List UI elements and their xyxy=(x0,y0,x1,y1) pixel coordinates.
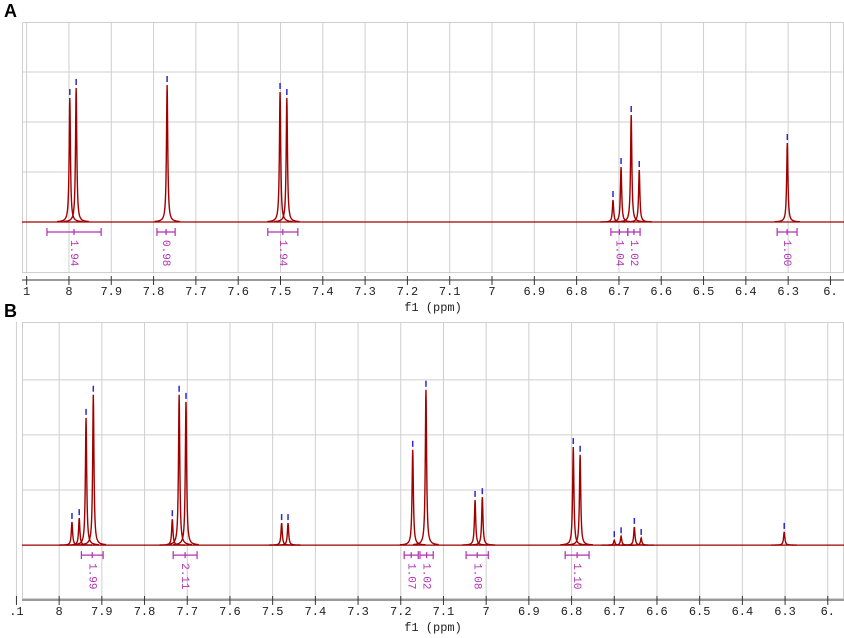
integral-label: 1.10 xyxy=(570,563,582,589)
x-tick-label: 7.8 xyxy=(134,605,156,619)
peak xyxy=(173,401,199,546)
x-tick-label: 7.1 xyxy=(439,285,461,299)
integral-bracket xyxy=(172,551,198,560)
x-tick-label: 6.8 xyxy=(561,605,583,619)
panel-label: B xyxy=(4,301,17,321)
x-tick-label: 7.1 xyxy=(433,605,455,619)
x-tick-label: 6.7 xyxy=(608,285,630,299)
panel: B .1 8 7.9 7.8 7.7 7.6 7.5 7.4 7.3 7.2 7.1 7 6.9 6.8 6.… xyxy=(4,301,844,635)
integral-label: 1.02 xyxy=(420,563,432,589)
x-tick-label: 7.5 xyxy=(262,605,284,619)
integral-label: 1.08 xyxy=(470,563,482,589)
peak xyxy=(399,449,426,546)
x-tick-label: 7.3 xyxy=(354,285,376,299)
peak xyxy=(73,417,99,546)
peak xyxy=(268,522,295,546)
plot-frame xyxy=(22,22,844,273)
peak xyxy=(267,91,293,223)
integral-label: 1.02 xyxy=(627,240,639,266)
x-tick-label: 7 xyxy=(488,285,495,299)
x-tick-label: 7.7 xyxy=(176,605,198,619)
x-tick-label: 7 xyxy=(483,605,490,619)
peak xyxy=(275,522,301,546)
x-tick-label: 7.9 xyxy=(91,605,113,619)
integral-label: 1.00 xyxy=(780,240,792,266)
integral-bracket xyxy=(627,228,641,236)
x-tick-label: 7.6 xyxy=(219,605,241,619)
integral-bracket xyxy=(465,551,489,560)
x-tick-label: 7.3 xyxy=(347,605,369,619)
x-tick-label: 6.8 xyxy=(566,285,588,299)
x-tick-label: 6.5 xyxy=(689,605,711,619)
peak xyxy=(628,536,654,546)
x-tick-label: 6.4 xyxy=(732,605,754,619)
x-tick-label: 6.4 xyxy=(735,285,757,299)
integral-label: 1.94 xyxy=(276,240,288,267)
peak xyxy=(59,521,85,546)
x-tick-label: 7.2 xyxy=(397,285,419,299)
x-tick-label: 6. xyxy=(823,285,837,299)
peak xyxy=(63,87,89,223)
integral-label: 1.07 xyxy=(404,563,416,589)
peak xyxy=(567,454,593,546)
x-tick-label: 6. xyxy=(821,605,835,619)
x-tick-label: 7.5 xyxy=(270,285,292,299)
x-tick-label: 7.9 xyxy=(100,285,122,299)
integral-bracket xyxy=(419,551,434,560)
peak xyxy=(154,84,180,223)
x-tick-label: 6.7 xyxy=(603,605,625,619)
x-tick-label: 6.3 xyxy=(777,285,799,299)
panel: A 1 8 7.9 7.8 7.7 7.6 7.5 7.4 7.3 7.2 7.1 7 6.9 6.8 6.7… xyxy=(4,1,844,315)
integral-label: 0.98 xyxy=(159,240,171,266)
integral-bracket xyxy=(80,551,104,560)
x-tick-label: 7.4 xyxy=(312,285,334,299)
peak xyxy=(274,97,300,223)
peak xyxy=(621,526,648,546)
x-tick-label: 1 xyxy=(23,285,30,299)
integral-label: 1.99 xyxy=(85,563,97,589)
x-tick-label: 7.6 xyxy=(227,285,249,299)
x-tick-label: 6.6 xyxy=(650,285,672,299)
peak xyxy=(80,394,107,546)
x-tick-label: 8 xyxy=(65,285,72,299)
peak xyxy=(774,142,801,223)
peak xyxy=(469,497,496,546)
integral-bracket xyxy=(564,551,590,560)
peak xyxy=(560,447,587,546)
x-axis-label: f1 (ppm) xyxy=(404,621,462,635)
x-tick-label: 6.5 xyxy=(693,285,715,299)
x-tick-label: 7.8 xyxy=(143,285,165,299)
peak xyxy=(771,531,798,546)
x-tick-label: 7.4 xyxy=(305,605,327,619)
x-tick-label: 8 xyxy=(56,605,63,619)
integral-label: 1.04 xyxy=(612,240,624,267)
peak xyxy=(159,519,186,546)
integral-label: 2.11 xyxy=(178,563,190,590)
integral-bracket xyxy=(267,228,299,236)
panel-label: A xyxy=(4,1,17,21)
integral-bracket xyxy=(403,551,419,560)
peak xyxy=(166,394,192,546)
x-tick-label: 7.7 xyxy=(185,285,207,299)
x-tick-label: 6.6 xyxy=(646,605,668,619)
x-tick-label: 6.9 xyxy=(518,605,540,619)
integral-bracket xyxy=(156,228,176,236)
x-axis-label: f1 (ppm) xyxy=(404,301,462,315)
peak xyxy=(462,499,488,546)
x-tick-label: 7.2 xyxy=(390,605,412,619)
x-tick-label: 6.3 xyxy=(774,605,796,619)
peak xyxy=(413,389,439,546)
x-tick-label: .1 xyxy=(9,605,23,619)
integral-label: 1.94 xyxy=(67,240,79,267)
peak xyxy=(57,97,83,223)
x-tick-label: 6.9 xyxy=(524,285,546,299)
integral-bracket xyxy=(610,228,629,236)
peak xyxy=(66,518,93,546)
peak xyxy=(626,169,652,223)
integral-bracket xyxy=(776,228,798,236)
integral-bracket xyxy=(46,228,102,236)
peak xyxy=(618,114,644,223)
